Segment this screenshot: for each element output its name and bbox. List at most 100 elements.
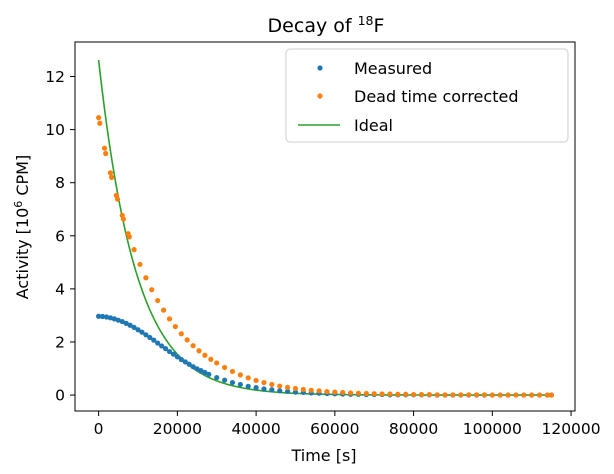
series-dead-time-corrected-point	[237, 372, 243, 378]
series-dead-time-corrected-point	[426, 391, 432, 398]
series-dead-time-corrected-point	[300, 386, 306, 393]
series-layer	[96, 59, 554, 398]
series-measured-point	[111, 316, 117, 322]
series-dead-time-corrected-point	[292, 385, 299, 392]
y-axis-label-superscript: 6	[12, 201, 25, 208]
x-tick-label: 40000	[231, 420, 280, 438]
series-measured-point	[143, 332, 149, 338]
series-dead-time-corrected-point	[96, 115, 102, 121]
series-dead-time-corrected-point	[131, 247, 137, 253]
series-dead-time-corrected-point	[473, 392, 480, 398]
series-dead-time-corrected-point	[190, 343, 196, 349]
series-measured-point	[202, 369, 208, 376]
series-measured-point	[222, 377, 228, 383]
series-measured-point	[159, 343, 165, 349]
legend-label-ideal: Ideal	[354, 116, 393, 135]
series-measured-point	[237, 381, 243, 388]
series-dead-time-corrected-point	[155, 297, 161, 304]
chart-title-superscript: 18	[358, 13, 374, 28]
series-measured-point	[131, 324, 137, 330]
x-tick-label: 60000	[310, 420, 359, 438]
series-dead-time-corrected-point	[395, 391, 401, 397]
legend-marker-dead-time-corrected	[317, 93, 323, 99]
series-dead-time-corrected-point	[403, 391, 409, 397]
legend-label-dead-time-corrected: Dead time corrected	[354, 87, 518, 106]
x-tick-label: 20000	[153, 420, 202, 438]
series-measured-point	[186, 361, 192, 367]
series-measured-point	[206, 371, 212, 377]
series-measured-point	[170, 351, 177, 357]
series-measured-point	[107, 315, 114, 321]
series-measured-point	[127, 322, 133, 328]
series-dead-time-corrected-point	[178, 331, 184, 337]
series-dead-time-corrected-point	[160, 307, 167, 313]
y-axis: 0 2 4 6 8 10 12	[45, 68, 75, 405]
series-dead-time-corrected-point	[481, 392, 488, 398]
legend-box	[285, 48, 569, 143]
chart-title: Decay of 18F	[268, 13, 385, 37]
series-dead-time-corrected-point	[137, 261, 143, 268]
series-measured-point	[151, 337, 157, 343]
series-dead-time-corrected-point	[536, 392, 543, 398]
series-dead-time-corrected-point	[332, 389, 338, 395]
series-dead-time-corrected-point	[277, 383, 283, 389]
series-dead-time-corrected-point	[458, 392, 464, 398]
series-dead-time-corrected-point	[202, 352, 208, 358]
series-measured-point	[190, 364, 196, 370]
series-dead-time-corrected-point	[308, 387, 314, 393]
y-axis-label: Activity [106 CPM]	[12, 155, 32, 299]
y-tick-label: 4	[55, 280, 65, 298]
series-dead-time-corrected-point	[387, 391, 393, 397]
series-dead-time-corrected-point	[245, 375, 251, 381]
series-dead-time-corrected-point	[489, 392, 495, 398]
series-dead-time-corrected-point	[324, 389, 330, 395]
series-measured-point	[253, 385, 259, 391]
chart-title-text: Decay of	[268, 15, 358, 37]
series-dead-time-corrected-point	[548, 392, 554, 398]
y-tick-label: 12	[45, 68, 65, 86]
series-dead-time-corrected-point	[347, 390, 354, 396]
series-dead-time-corrected-point	[450, 392, 456, 398]
series-dead-time-corrected-point	[196, 348, 202, 354]
series-dead-time-corrected-point	[340, 389, 346, 396]
series-dead-time-corrected-point	[172, 323, 178, 330]
legend-label-measured: Measured	[354, 59, 432, 78]
series-dead-time-corrected-point	[410, 391, 417, 398]
series-dead-time-corrected-point	[285, 384, 291, 390]
legend: Measured Dead time corrected Ideal	[285, 48, 569, 143]
x-tick-label: 80000	[389, 420, 438, 438]
series-dead-time-corrected-point	[544, 392, 551, 398]
series-dead-time-corrected-point	[222, 364, 228, 371]
series-measured-point	[194, 366, 200, 372]
series-dead-time-corrected-point	[97, 120, 103, 126]
plot-area-frame	[74, 41, 576, 412]
series-measured-point	[182, 359, 188, 365]
series-dead-time-corrected-point	[114, 196, 121, 202]
series-dead-time-corrected-point	[316, 388, 322, 394]
series-dead-time-corrected-point	[109, 174, 115, 180]
series-dead-time-corrected-point	[126, 234, 132, 240]
series-measured-point	[147, 334, 153, 341]
y-tick-label: 2	[55, 333, 65, 351]
y-tick-label: 6	[55, 227, 65, 245]
series-dead-time-corrected-point	[497, 392, 503, 398]
series-dead-time-corrected-point	[107, 170, 114, 176]
series-dead-time-corrected-point	[184, 337, 190, 343]
series-measured-point	[269, 387, 275, 393]
series-dead-time-corrected-point	[208, 356, 214, 362]
series-dead-time-corrected-point	[101, 145, 108, 151]
series-measured-point	[198, 368, 204, 374]
series-measured-point	[214, 374, 220, 381]
series-measured-point	[119, 318, 125, 325]
y-tick-label: 8	[55, 174, 65, 192]
chart-title-element: F	[374, 15, 385, 37]
series-dead-time-corrected-point	[253, 377, 259, 384]
series-measured-point	[261, 386, 267, 392]
series-dead-time-corrected-point	[529, 392, 535, 398]
x-tick-label: 100000	[463, 420, 522, 438]
x-tick-label: 0	[94, 420, 104, 438]
series-measured-point	[178, 356, 184, 363]
series-dead-time-corrected-point	[466, 392, 472, 398]
series-measured-point	[166, 348, 173, 355]
series-measured-point	[139, 329, 145, 335]
